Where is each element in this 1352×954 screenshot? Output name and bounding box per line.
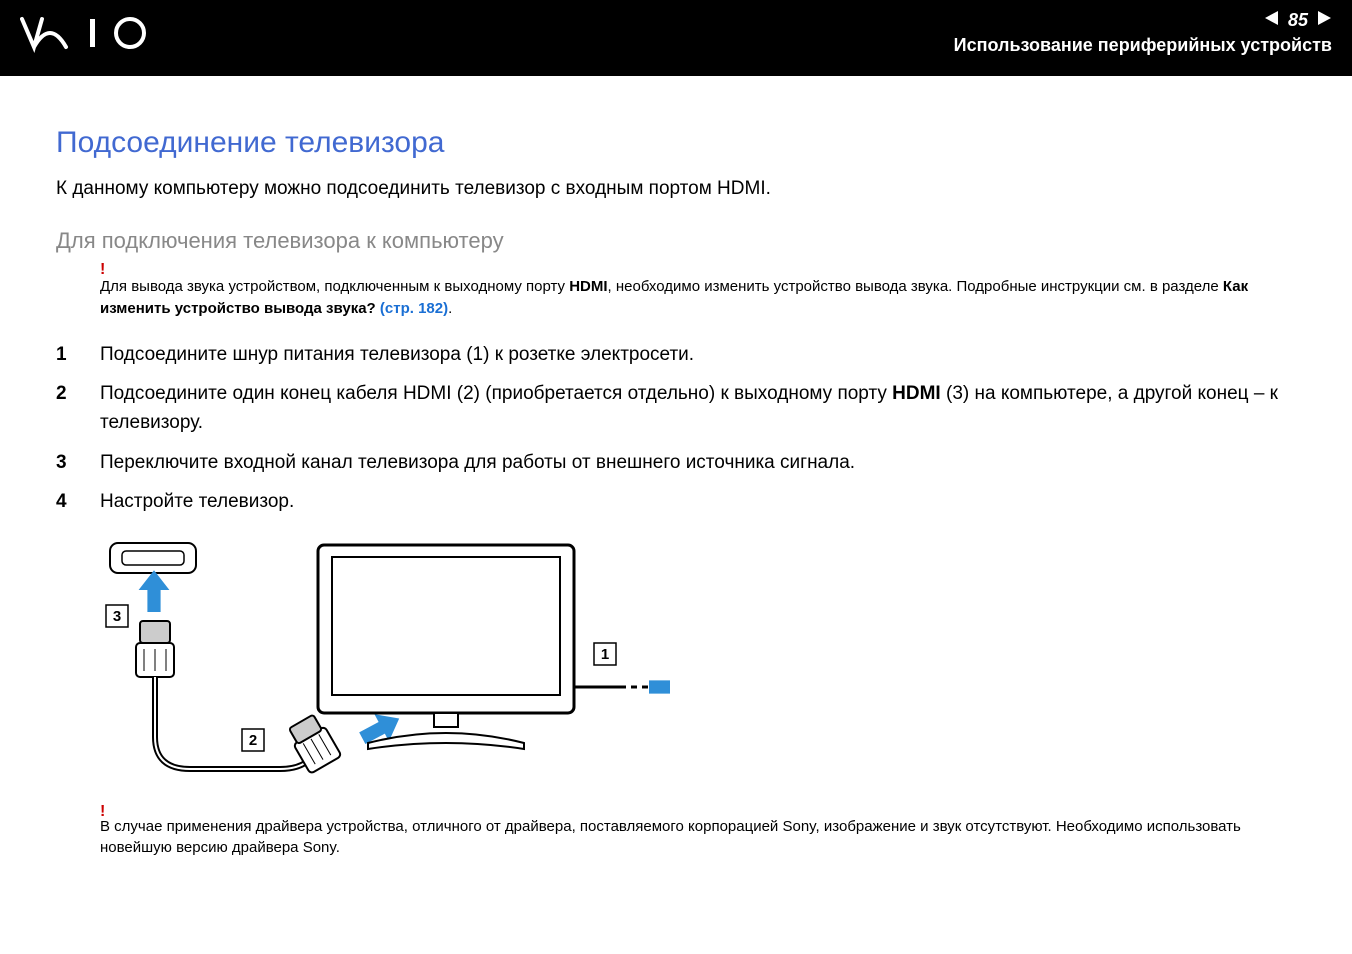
page-navigation: 85 xyxy=(954,10,1332,31)
step-3: Переключите входной канал телевизора для… xyxy=(56,448,1296,477)
header-right: 85 Использование периферийных устройств xyxy=(954,10,1332,56)
next-page-arrow-icon[interactable] xyxy=(1316,10,1332,31)
warning-text-pre: Для вывода звука устройством, подключенн… xyxy=(100,278,569,295)
svg-text:3: 3 xyxy=(113,608,121,625)
warning-text-mid: , необходимо изменить устройство вывода … xyxy=(608,278,1223,295)
svg-text:1: 1 xyxy=(601,646,609,663)
vaio-logo xyxy=(20,13,160,63)
header-bar: 85 Использование периферийных устройств xyxy=(0,0,1352,76)
warning-bold-hdmi: HDMI xyxy=(569,278,607,295)
step-4: Настройте телевизор. xyxy=(56,487,1296,516)
warning-icon: ! xyxy=(100,258,105,281)
page-content: Подсоединение телевизора К данному компь… xyxy=(0,76,1352,879)
step-1: Подсоедините шнур питания телевизора (1)… xyxy=(56,340,1296,369)
connection-diagram: 3 2 1 xyxy=(100,537,1296,802)
page-reference-link[interactable]: (стр. 182) xyxy=(380,300,448,317)
warning-text-end: . xyxy=(448,300,452,317)
footnote-warning: ! В случае применения драйвера устройств… xyxy=(56,816,1296,860)
step-2-pre: Подсоедините один конец кабеля HDMI (2) … xyxy=(100,383,892,404)
intro-text: К данному компьютеру можно подсоединить … xyxy=(56,178,1296,200)
section-subtitle: Для подключения телевизора к компьютеру xyxy=(56,228,1296,254)
prev-page-arrow-icon[interactable] xyxy=(1264,10,1280,31)
svg-text:2: 2 xyxy=(249,732,257,749)
steps-list: Подсоедините шнур питания телевизора (1)… xyxy=(56,340,1296,517)
warning-note: ! Для вывода звука устройством, подключе… xyxy=(56,276,1296,320)
step-2: Подсоедините один конец кабеля HDMI (2) … xyxy=(56,379,1296,438)
step-2-bold: HDMI xyxy=(892,383,941,404)
page-number: 85 xyxy=(1288,10,1308,31)
page-title: Подсоединение телевизора xyxy=(56,126,1296,160)
footnote-text: В случае применения драйвера устройства,… xyxy=(100,818,1241,857)
warning-icon: ! xyxy=(100,800,105,823)
breadcrumb: Использование периферийных устройств xyxy=(954,35,1332,56)
